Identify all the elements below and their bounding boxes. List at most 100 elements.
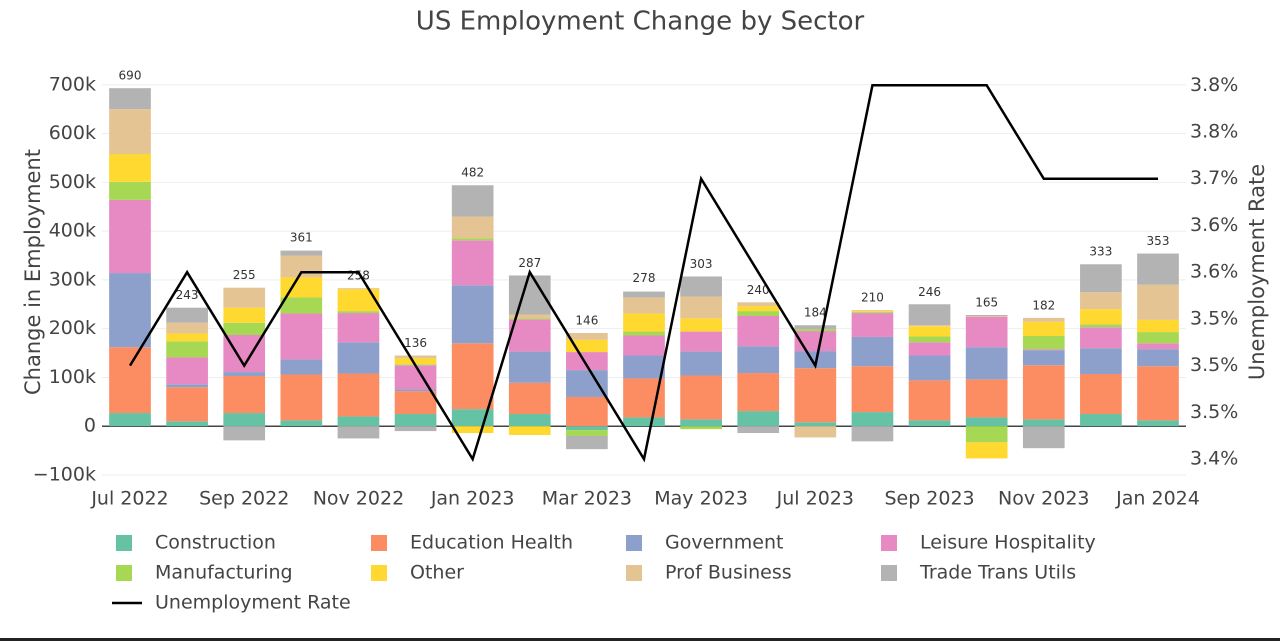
bar (566, 352, 608, 371)
bar (1022, 321, 1065, 336)
bar (508, 382, 551, 415)
bar (623, 335, 665, 356)
bar (451, 285, 494, 344)
x-tick-label: Mar 2023 (542, 488, 632, 510)
x-tick-label: Nov 2023 (998, 488, 1089, 510)
total-label: 333 (1089, 244, 1112, 258)
bar (851, 312, 894, 314)
bar (680, 318, 722, 332)
bar (109, 199, 151, 274)
total-label: 258 (347, 269, 370, 283)
total-label: 287 (518, 256, 541, 270)
bar (280, 297, 323, 314)
bar (280, 277, 323, 298)
bar (337, 288, 380, 290)
bar (680, 419, 722, 427)
bar (737, 306, 780, 312)
total-label: 255 (233, 268, 256, 282)
y2-tick-label: 3.5% (1190, 401, 1238, 423)
bar (1022, 365, 1065, 420)
total-label: 690 (119, 69, 142, 83)
bar (1137, 332, 1179, 344)
bar (851, 426, 894, 442)
bar (737, 411, 780, 427)
y-tick-label: −100k (33, 464, 96, 486)
bar (623, 355, 665, 379)
legend-swatch (116, 535, 132, 551)
bar (965, 315, 1008, 317)
bar (166, 307, 208, 323)
y2-tick-label: 3.7% (1190, 167, 1238, 189)
bar (1080, 348, 1122, 375)
bar (280, 250, 323, 256)
bar (1022, 350, 1065, 366)
bar (508, 414, 551, 427)
bar (680, 351, 722, 376)
bar (166, 357, 208, 385)
bar (109, 109, 151, 155)
bar (166, 384, 208, 388)
bar (851, 313, 894, 337)
bar (1022, 317, 1065, 322)
bar (794, 426, 837, 438)
total-label: 303 (690, 257, 713, 271)
bar (851, 310, 894, 312)
legend-swatch (371, 535, 387, 551)
bar (1137, 420, 1179, 427)
bar (394, 358, 437, 365)
y2-tick-label: 3.6% (1190, 261, 1238, 283)
bar (1137, 343, 1179, 350)
x-tick-label: Jul 2022 (90, 488, 168, 510)
bar (223, 372, 266, 376)
bar (623, 297, 665, 314)
y2-axis-title: Unemployment Rate (1245, 164, 1269, 380)
legend-label: Other (410, 562, 464, 584)
bar (166, 341, 208, 358)
legend-label: Manufacturing (155, 562, 293, 584)
total-label: 165 (975, 296, 998, 310)
bar (280, 313, 323, 360)
bar (1080, 414, 1122, 427)
x-tick-label: Sep 2022 (199, 488, 289, 510)
bar (280, 420, 323, 427)
bar (623, 331, 665, 336)
bar (851, 311, 894, 313)
bar (223, 287, 266, 308)
bar (508, 426, 551, 435)
bar (680, 276, 722, 297)
bar (566, 396, 608, 427)
bar (1137, 366, 1179, 421)
total-label: 240 (747, 283, 770, 297)
bar (109, 88, 151, 110)
bar (394, 389, 437, 392)
bar (908, 342, 951, 356)
bar (508, 318, 551, 320)
bar (680, 296, 722, 319)
legend-swatch (881, 535, 897, 551)
total-label: 136 (404, 336, 427, 350)
bar (623, 313, 665, 332)
legend-swatch (371, 565, 387, 581)
bar (851, 412, 894, 427)
bar (623, 417, 665, 427)
bar (794, 329, 837, 332)
bar (737, 373, 780, 412)
bar (1137, 349, 1179, 367)
total-label: 361 (290, 231, 313, 245)
bar (908, 336, 951, 343)
bar (680, 375, 722, 420)
bar (223, 426, 266, 441)
bar (566, 430, 608, 436)
bar (566, 333, 608, 340)
y2-tick-label: 3.5% (1190, 354, 1238, 376)
x-tick-label: May 2023 (654, 488, 748, 510)
bar (908, 325, 951, 327)
bar (337, 342, 380, 374)
bar (737, 311, 780, 316)
bar (166, 387, 208, 422)
bar (737, 426, 780, 434)
bar (965, 379, 1008, 418)
total-label: 278 (633, 271, 656, 285)
bar (337, 416, 380, 427)
